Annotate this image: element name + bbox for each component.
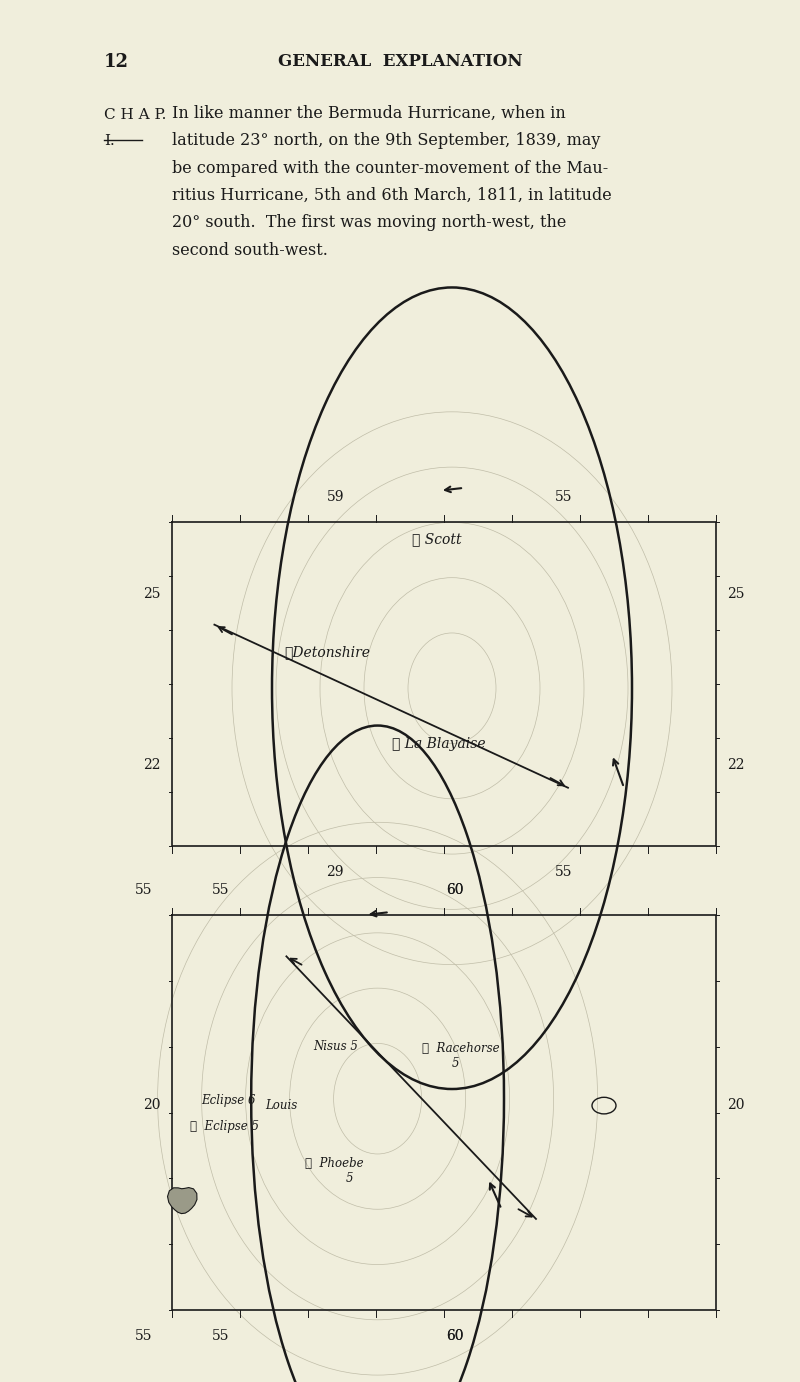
- Text: 22: 22: [727, 757, 745, 773]
- Text: 55: 55: [555, 865, 573, 879]
- Text: 55: 55: [212, 883, 230, 897]
- Text: ⚓  Eclipse 5: ⚓ Eclipse 5: [190, 1119, 258, 1133]
- Text: ⚓ La Blayaise: ⚓ La Blayaise: [392, 737, 486, 750]
- Text: C H A P.: C H A P.: [104, 108, 166, 122]
- Text: 59: 59: [326, 491, 344, 504]
- Text: ⚓  Phoebe
        5: ⚓ Phoebe 5: [305, 1157, 364, 1184]
- Text: 60: 60: [446, 1329, 464, 1343]
- Text: 12: 12: [104, 53, 129, 70]
- Text: 60: 60: [446, 883, 464, 897]
- Text: 22: 22: [143, 757, 161, 773]
- Text: ⚓ Scott: ⚓ Scott: [412, 532, 462, 546]
- Text: 55: 55: [135, 1329, 153, 1343]
- Text: 60: 60: [446, 883, 464, 897]
- Text: 55: 55: [212, 1329, 230, 1343]
- Text: 25: 25: [727, 586, 745, 601]
- Text: be compared with the counter-movement of the Mau-: be compared with the counter-movement of…: [172, 160, 608, 177]
- Text: ⚓Detonshire: ⚓Detonshire: [284, 645, 370, 659]
- Text: Eclipse 6: Eclipse 6: [202, 1093, 256, 1107]
- Text: Louis: Louis: [266, 1099, 298, 1113]
- Text: In like manner the Bermuda Hurricane, when in: In like manner the Bermuda Hurricane, wh…: [172, 105, 566, 122]
- Text: 20: 20: [143, 1097, 161, 1111]
- Text: 60: 60: [446, 1329, 464, 1343]
- Text: GENERAL  EXPLANATION: GENERAL EXPLANATION: [278, 53, 522, 69]
- Text: 29: 29: [326, 865, 344, 879]
- Text: latitude 23° north, on the 9th September, 1839, may: latitude 23° north, on the 9th September…: [172, 133, 600, 149]
- Text: 25: 25: [143, 586, 161, 601]
- Text: 20° south.  The first was moving north-west, the: 20° south. The first was moving north-we…: [172, 214, 566, 232]
- Text: ⚓  Racehorse
        5: ⚓ Racehorse 5: [422, 1042, 500, 1070]
- Text: I.: I.: [104, 134, 114, 148]
- Text: second south-west.: second south-west.: [172, 242, 328, 258]
- Polygon shape: [167, 1187, 197, 1213]
- Text: 20: 20: [727, 1097, 745, 1111]
- Text: 55: 55: [555, 491, 573, 504]
- Text: ritius Hurricane, 5th and 6th March, 1811, in latitude: ritius Hurricane, 5th and 6th March, 181…: [172, 187, 612, 205]
- Text: Nisus 5: Nisus 5: [314, 1041, 358, 1053]
- Text: 55: 55: [135, 883, 153, 897]
